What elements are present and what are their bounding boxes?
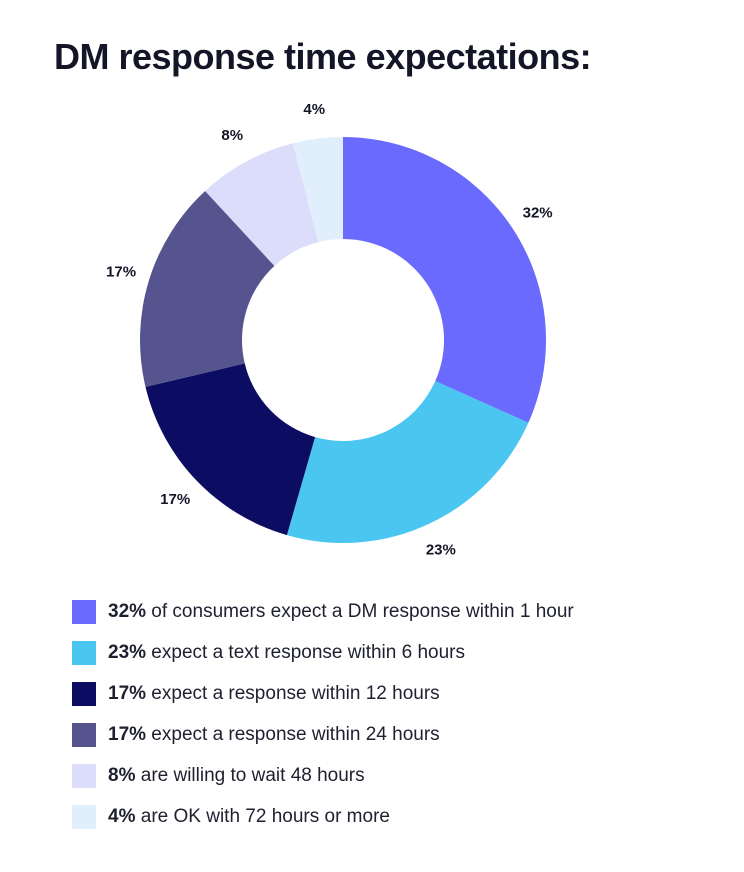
slice-data-label: 17% — [160, 491, 190, 508]
legend-swatch — [72, 723, 96, 747]
legend-swatch — [72, 682, 96, 706]
legend-description: of consumers expect a DM response within… — [146, 601, 574, 622]
legend-percent: 17% — [108, 683, 147, 704]
slice-data-label: 8% — [221, 127, 243, 144]
legend-item: 17% expect a response within 12 hours — [72, 682, 712, 706]
donut-slice — [293, 137, 343, 243]
legend-item: 32% of consumers expect a DM response wi… — [72, 600, 712, 624]
donut-chart: 32% 23% 17% 17% 8% 4% — [106, 101, 553, 559]
legend-description: expect a response within 12 hours — [146, 683, 440, 704]
legend-swatch — [72, 764, 96, 788]
legend-percent: 8% — [108, 765, 136, 786]
legend-description: expect a text response within 6 hours — [146, 642, 465, 663]
legend-item: 17% expect a response within 24 hours — [72, 723, 712, 747]
donut-slice — [145, 363, 316, 536]
legend-description: expect a response within 24 hours — [146, 724, 440, 745]
chart-title: DM response time expectations: — [54, 36, 592, 77]
legend-label: 17% expect a response within 12 hours — [108, 683, 440, 705]
slice-data-label: 32% — [523, 205, 553, 222]
legend-percent: 4% — [108, 806, 136, 827]
legend: 32% of consumers expect a DM response wi… — [72, 600, 712, 846]
slice-data-label: 4% — [303, 101, 325, 118]
donut-slice — [139, 190, 275, 387]
legend-swatch — [72, 600, 96, 624]
donut-slice — [205, 143, 319, 266]
slice-data-label: 23% — [426, 541, 456, 558]
legend-label: 4% are OK with 72 hours or more — [108, 806, 390, 828]
legend-label: 17% expect a response within 24 hours — [108, 724, 440, 746]
legend-item: 8% are willing to wait 48 hours — [72, 764, 712, 788]
legend-percent: 23% — [108, 642, 147, 663]
legend-description: are OK with 72 hours or more — [135, 806, 390, 827]
legend-swatch — [72, 805, 96, 829]
legend-swatch — [72, 641, 96, 665]
legend-description: are willing to wait 48 hours — [135, 765, 365, 786]
legend-label: 32% of consumers expect a DM response wi… — [108, 601, 574, 623]
legend-percent: 17% — [108, 724, 147, 745]
donut-slice — [343, 137, 546, 423]
legend-item: 23% expect a text response within 6 hour… — [72, 641, 712, 665]
legend-percent: 32% — [108, 601, 147, 622]
legend-label: 23% expect a text response within 6 hour… — [108, 642, 465, 664]
legend-item: 4% are OK with 72 hours or more — [72, 805, 712, 829]
legend-label: 8% are willing to wait 48 hours — [108, 765, 365, 787]
donut-slice — [286, 381, 529, 544]
slice-data-label: 17% — [106, 263, 136, 280]
